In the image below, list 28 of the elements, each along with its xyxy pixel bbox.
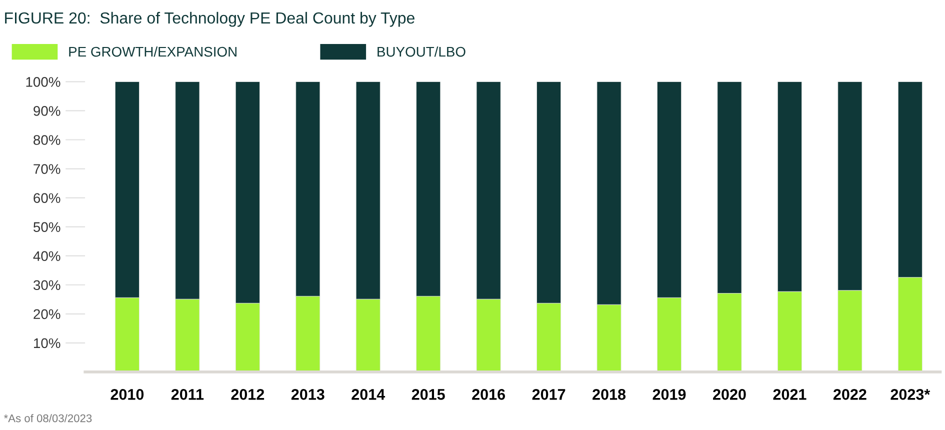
x-tick-label: 2018: [592, 389, 626, 400]
y-tick-label: 70%: [34, 164, 60, 174]
x-tick-label: 2011: [171, 389, 204, 400]
y-tick-label: 10%: [34, 338, 60, 348]
y-tick-label: 20%: [34, 309, 60, 320]
x-tick-label: 2014: [352, 389, 386, 400]
x-tick-label: 2022: [833, 389, 866, 400]
text: *As of 08/03/2023: [4, 414, 92, 422]
y-tick-label: 80%: [34, 135, 60, 145]
x-tick-label: 2019: [652, 389, 686, 400]
chart-title: FIGURE 20: Share of Technology PE Deal Count by Type: [5, 12, 414, 27]
x-tick-label: 2016: [472, 389, 506, 400]
x-tick-label: 2012: [231, 389, 264, 400]
legend-label: BUYOUT/LBO: [378, 46, 466, 57]
y-tick-label: 60%: [34, 193, 60, 203]
x-tick-label: 2015: [412, 389, 445, 400]
x-tick-label: 2013: [291, 389, 324, 400]
x-tick-label: 2020: [713, 389, 746, 400]
y-tick-label: 40%: [33, 251, 60, 262]
legend-label: PE GROWTH/EXPANSION: [69, 46, 236, 57]
y-tick-label: 100%: [26, 77, 60, 87]
y-tick-label: 90%: [34, 106, 60, 116]
y-tick-label: 50%: [34, 222, 60, 232]
x-tick-label: 2017: [532, 389, 566, 400]
x-tick-label: 2010: [110, 389, 144, 400]
x-tick-label: 2023*: [890, 389, 930, 400]
y-tick-label: 30%: [33, 280, 60, 290]
x-tick-label: 2021: [773, 389, 806, 400]
